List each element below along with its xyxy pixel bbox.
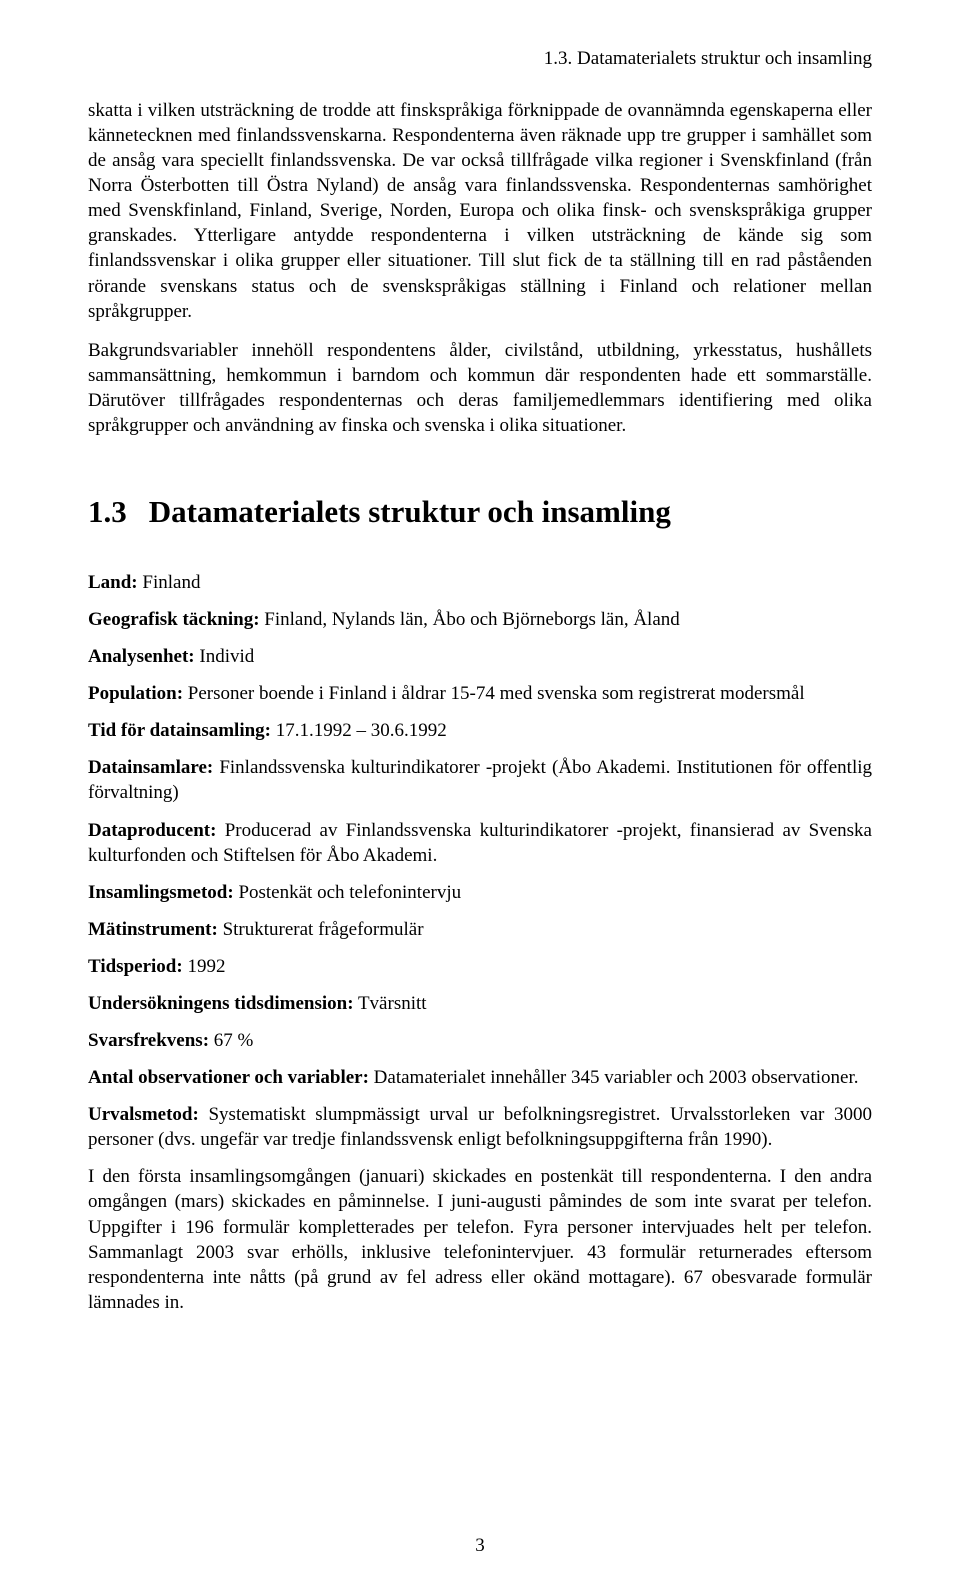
field-tid-label: Tid för datainsamling: (88, 720, 271, 741)
section-heading: 1.3 Datamaterialets struktur och insamlin… (88, 494, 872, 530)
section-title: Datamaterialets struktur och insamling (149, 494, 671, 529)
field-tidsdim: Undersökningens tidsdimension: Tvärsnitt (88, 991, 872, 1016)
field-geo-label: Geografisk täckning: (88, 609, 260, 630)
field-geo-value: Finland, Nylands län, Åbo och Björneborg… (260, 609, 680, 630)
field-datainsamlare-label: Datainsamlare: (88, 757, 213, 778)
closing-paragraph: I den första insamlingsomgången (januari… (88, 1164, 872, 1314)
body-paragraph-1: skatta i vilken utsträckning de trodde a… (88, 98, 872, 324)
field-matinstrument: Mätinstrument: Strukturerat frågeformulä… (88, 917, 872, 942)
page-container: 1.3. Datamaterialets struktur och insaml… (0, 0, 960, 1585)
field-insamling-label: Insamlingsmetod: (88, 882, 234, 903)
field-tid: Tid för datainsamling: 17.1.1992 – 30.6.… (88, 718, 872, 743)
field-land-label: Land: (88, 572, 138, 593)
field-analys: Analysenhet: Individ (88, 644, 872, 669)
field-obs: Antal observationer och variabler: Datam… (88, 1065, 872, 1090)
field-matinstrument-label: Mätinstrument: (88, 919, 218, 940)
field-dataprod-label: Dataproducent: (88, 820, 216, 841)
field-tid-value: 17.1.1992 – 30.6.1992 (271, 720, 447, 741)
field-tidsperiod: Tidsperiod: 1992 (88, 954, 872, 979)
field-svarsfrekvens-label: Svarsfrekvens: (88, 1030, 209, 1051)
field-urval-value: Systematiskt slumpmässigt urval ur befol… (88, 1104, 872, 1150)
section-number: 1.3 (88, 494, 127, 530)
field-obs-value: Datamaterialet innehåller 345 variabler … (369, 1067, 859, 1088)
body-paragraph-2: Bakgrundsvariabler innehöll respondenten… (88, 338, 872, 438)
field-pop-label: Population: (88, 683, 183, 704)
field-analys-value: Individ (195, 646, 255, 667)
field-dataprod: Dataproducent: Producerad av Finlandssve… (88, 818, 872, 868)
running-header: 1.3. Datamaterialets struktur och insaml… (88, 48, 872, 70)
field-svarsfrekvens: Svarsfrekvens: 67 % (88, 1028, 872, 1053)
field-insamling: Insamlingsmetod: Postenkät och telefonin… (88, 880, 872, 905)
page-number: 3 (0, 1535, 960, 1557)
field-matinstrument-value: Strukturerat frågeformulär (218, 919, 424, 940)
field-land-value: Finland (138, 572, 201, 593)
field-geo: Geografisk täckning: Finland, Nylands lä… (88, 607, 872, 632)
field-obs-label: Antal observationer och variabler: (88, 1067, 369, 1088)
field-tidsdim-label: Undersökningens tidsdimension: (88, 993, 354, 1014)
field-analys-label: Analysenhet: (88, 646, 195, 667)
field-urval-label: Urvalsmetod: (88, 1104, 199, 1125)
field-pop-value: Personer boende i Finland i åldrar 15-74… (183, 683, 805, 704)
field-land: Land: Finland (88, 570, 872, 595)
field-tidsperiod-value: 1992 (183, 956, 226, 977)
field-urval: Urvalsmetod: Systematiskt slumpmässigt u… (88, 1102, 872, 1152)
field-datainsamlare: Datainsamlare: Finlandssvenska kulturind… (88, 755, 872, 805)
field-tidsperiod-label: Tidsperiod: (88, 956, 183, 977)
field-tidsdim-value: Tvärsnitt (354, 993, 427, 1014)
field-pop: Population: Personer boende i Finland i … (88, 681, 872, 706)
field-insamling-value: Postenkät och telefonintervju (234, 882, 461, 903)
field-svarsfrekvens-value: 67 % (209, 1030, 253, 1051)
